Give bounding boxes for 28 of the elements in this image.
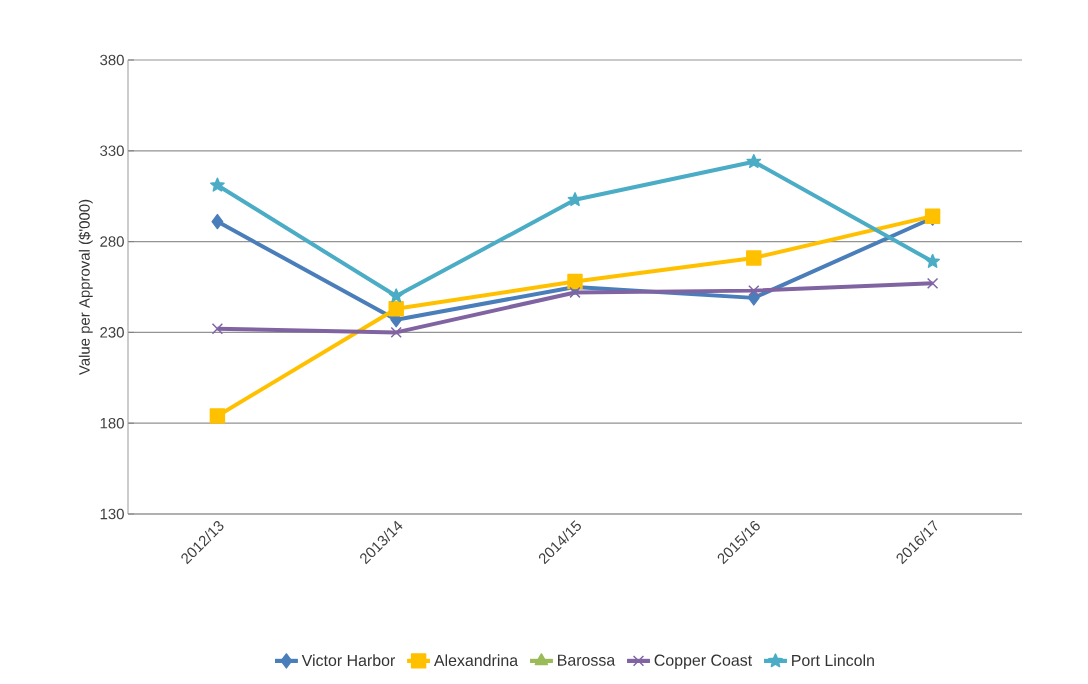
y-tick-label: 130 — [100, 508, 124, 520]
point — [748, 284, 760, 297]
legend-label: Alexandrina — [433, 654, 519, 667]
legend-label: Victor Harbor — [301, 654, 396, 667]
point — [210, 177, 225, 192]
point — [747, 290, 760, 306]
legend-label: Port Lincoln — [792, 654, 874, 667]
y-tick-label: 230 — [100, 327, 124, 338]
point — [926, 277, 939, 290]
point — [390, 326, 402, 339]
y-axis-title: Value per Approval ($'000) — [78, 199, 93, 376]
point — [746, 153, 762, 169]
point — [209, 408, 226, 424]
point — [388, 288, 404, 303]
point — [569, 286, 581, 299]
point — [567, 192, 583, 207]
y-tick-label: 280 — [100, 236, 124, 247]
point — [211, 213, 224, 230]
y-tick-label: 380 — [100, 54, 124, 66]
y-tick-label: 180 — [100, 417, 124, 429]
point — [388, 301, 404, 317]
legend-label: Barossa — [558, 654, 616, 666]
y-tick-label: 330 — [100, 145, 124, 157]
point — [925, 253, 940, 268]
point — [746, 250, 762, 266]
legend-label: Copper Coast — [654, 654, 753, 670]
point — [567, 273, 583, 290]
point — [211, 323, 224, 335]
